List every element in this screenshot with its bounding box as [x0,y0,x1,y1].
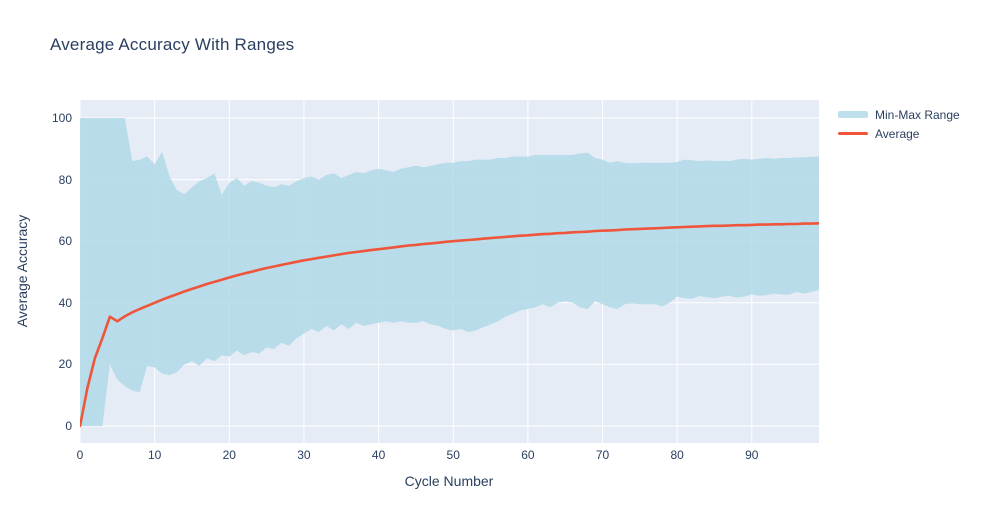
y-tick-label: 20 [58,357,72,372]
min-max-band[interactable] [80,118,819,426]
x-tick-label: 20 [222,448,236,462]
x-tick-label: 30 [297,448,311,462]
x-tick-label: 40 [371,448,386,462]
plot-area[interactable] [80,100,819,443]
x-tick-label: 10 [147,448,162,462]
y-tick-label: 80 [58,172,72,187]
x-tick-label: 60 [521,448,535,462]
x-tick-label: 50 [446,448,460,462]
legend-label: Min-Max Range [875,107,960,122]
x-tick-label: 90 [745,448,759,462]
x-tick-label: 0 [76,448,84,462]
y-tick-label: 40 [58,295,72,310]
line-swatch-icon [838,132,868,135]
y-axis-title: Average Accuracy [14,214,30,328]
legend: Min-Max Range Average [838,105,960,143]
y-tick-label: 60 [58,234,72,249]
plot-canvas[interactable] [80,100,819,443]
x-tick-label: 70 [595,448,610,462]
chart-title: Average Accuracy With Ranges [50,35,295,54]
legend-item-min-max-range[interactable]: Min-Max Range [838,105,960,124]
legend-item-average[interactable]: Average [838,124,960,143]
y-tick-label: 0 [65,419,72,433]
legend-label: Average [875,126,920,141]
x-tick-label: 80 [670,448,684,462]
y-tick-label: 100 [51,111,72,125]
band-swatch-icon [838,111,868,118]
x-axis-title: Cycle Number [404,473,494,489]
average-line[interactable] [80,222,819,428]
